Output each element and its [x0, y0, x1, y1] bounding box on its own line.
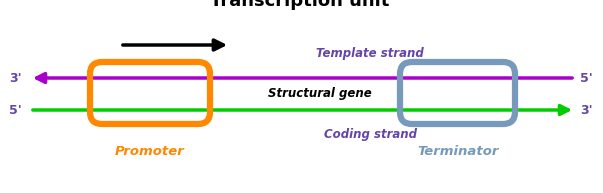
Text: Template strand: Template strand	[316, 47, 424, 60]
Text: 5': 5'	[580, 71, 593, 85]
Text: 5': 5'	[9, 103, 22, 117]
Text: Coding strand: Coding strand	[323, 128, 417, 141]
Text: 3': 3'	[580, 103, 593, 117]
Text: 3': 3'	[10, 71, 22, 85]
Text: Promoter: Promoter	[115, 145, 185, 158]
Text: Transcription unit: Transcription unit	[210, 0, 390, 10]
Text: Terminator: Terminator	[417, 145, 499, 158]
Text: Structural gene: Structural gene	[268, 87, 372, 101]
